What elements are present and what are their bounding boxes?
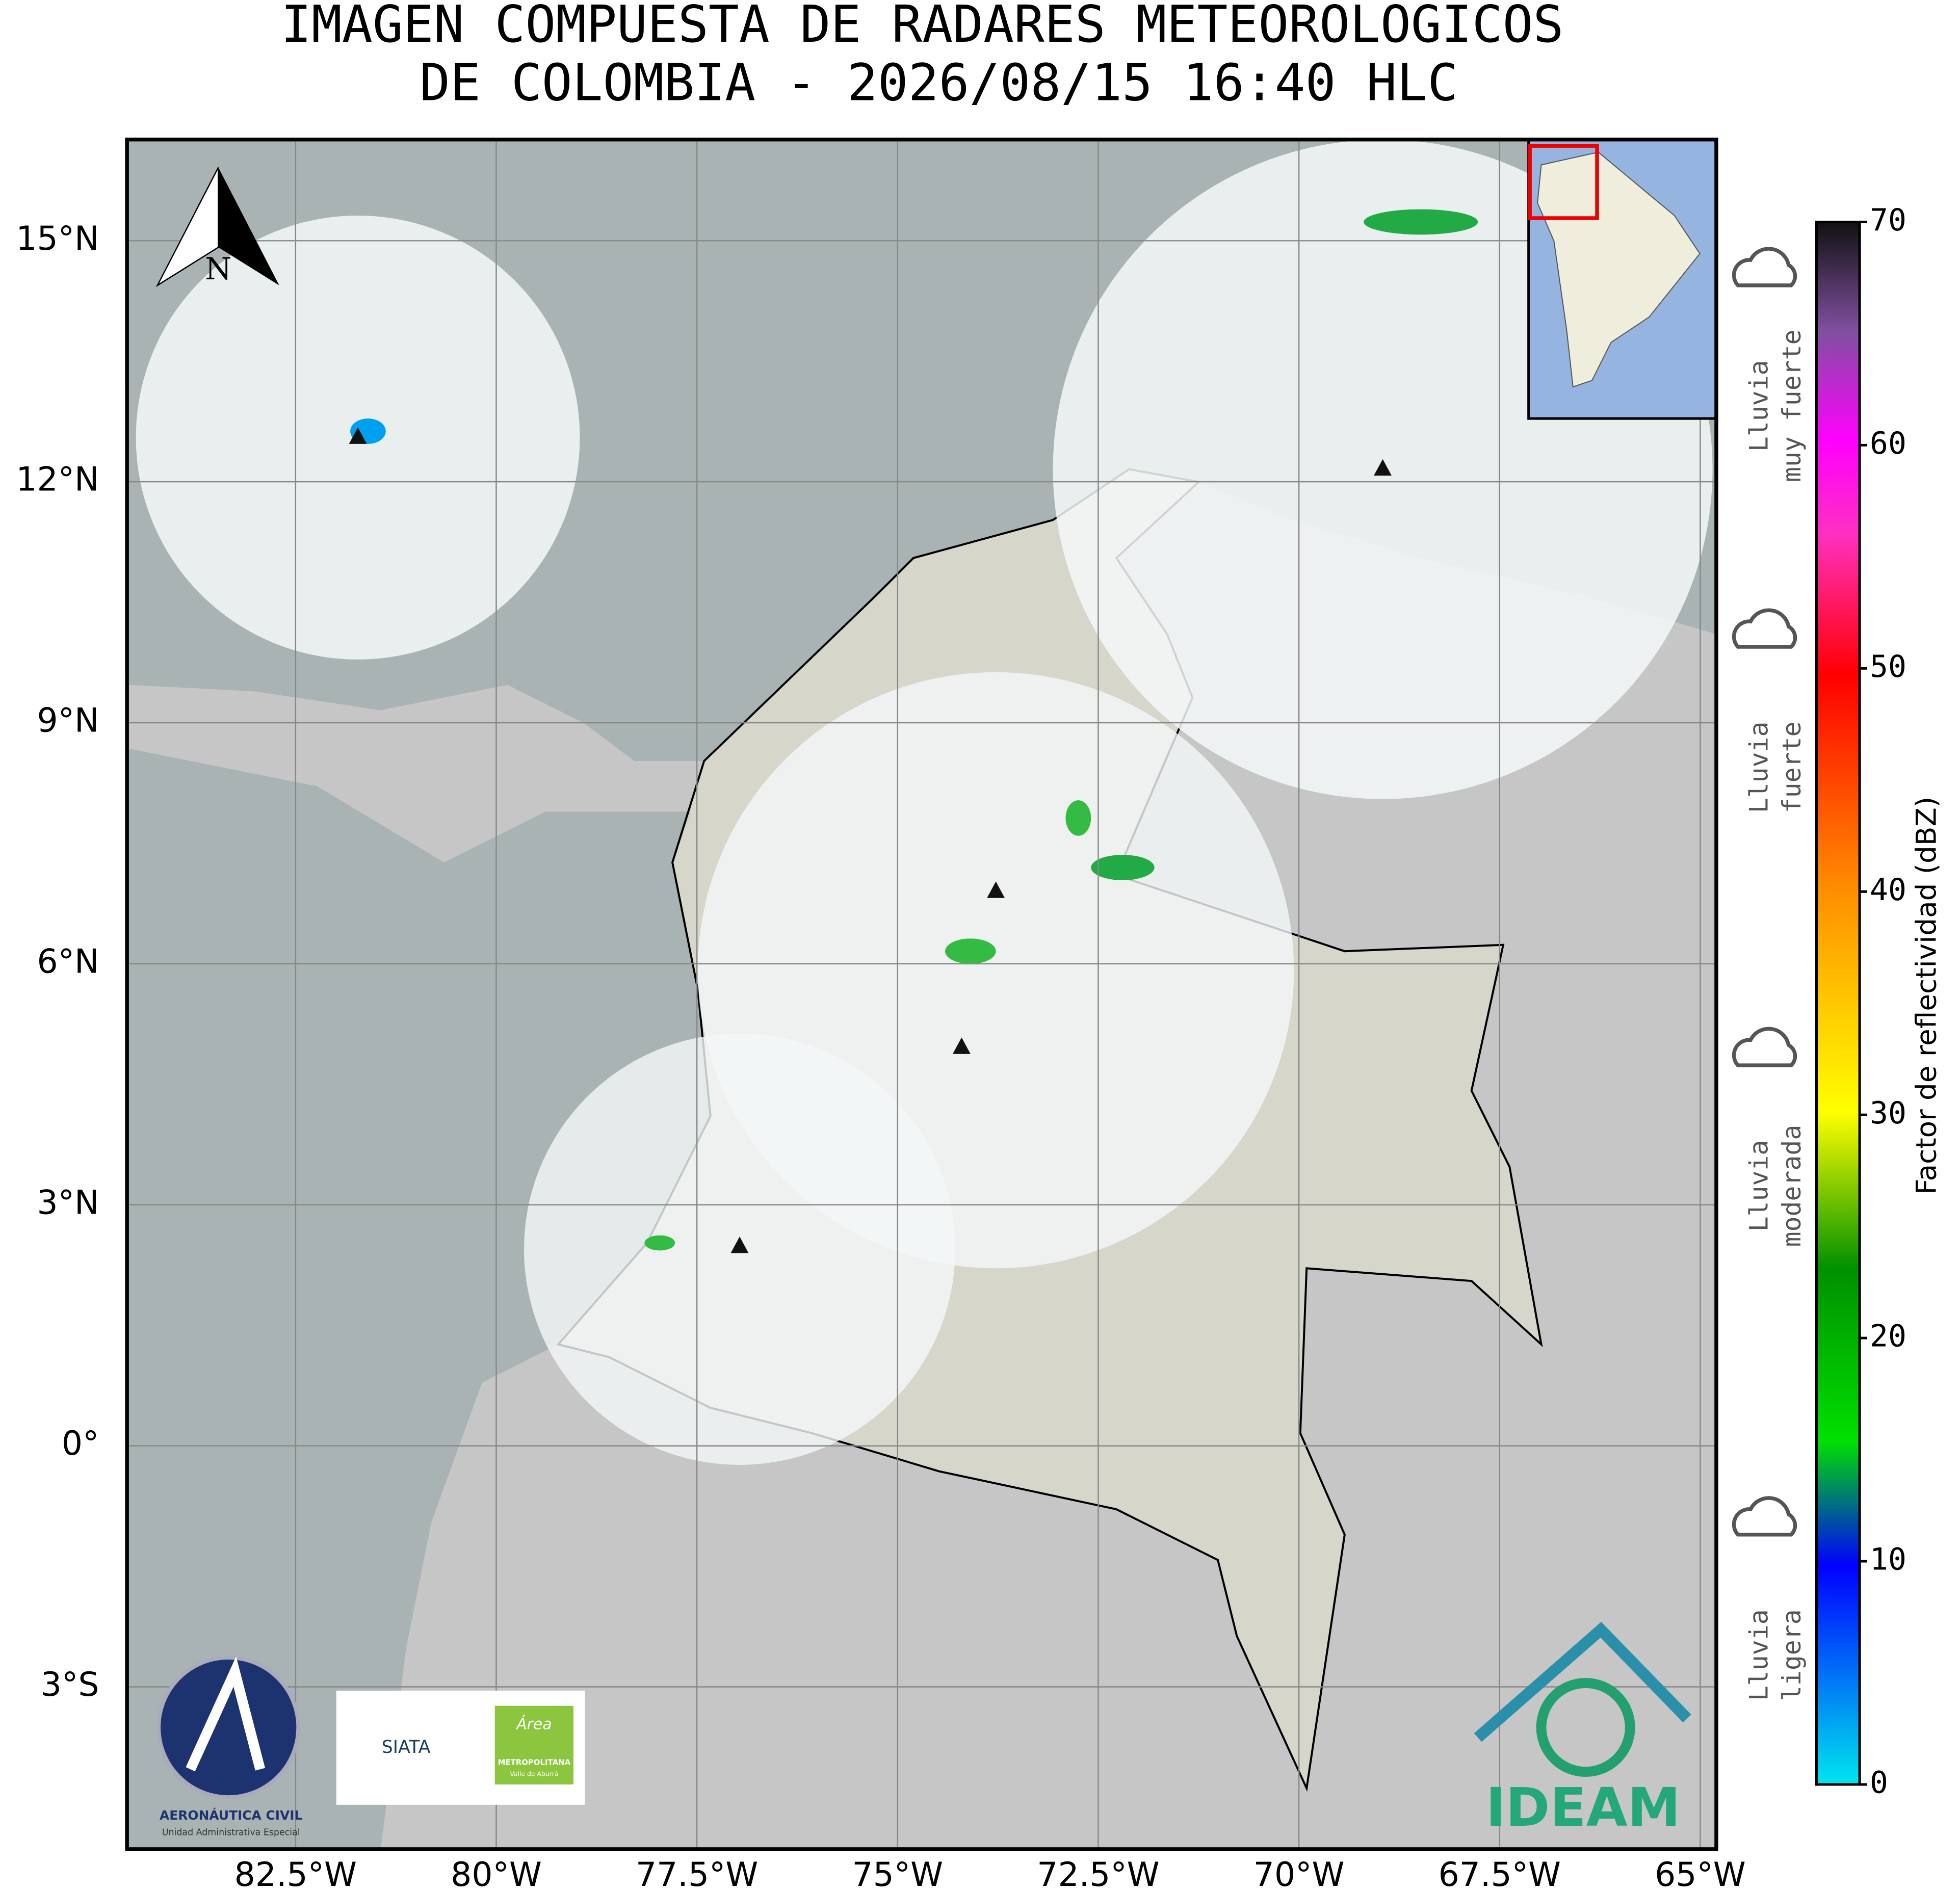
ideam-roof — [1474, 1621, 1691, 1742]
legend-label: Lluvia — [1744, 1140, 1774, 1232]
legend-label: muy fuerte — [1777, 329, 1807, 482]
ideam-swirl — [1536, 1677, 1635, 1777]
weather-icon — [1732, 1496, 1797, 1537]
x-tick-label: 70°W — [1253, 1856, 1345, 1891]
weather-icon — [1732, 1027, 1797, 1067]
logo-text: SIATA — [382, 1737, 431, 1757]
x-tick-label: 65°W — [1655, 1856, 1746, 1891]
logo-text: AERONÁUTICA CIVIL — [160, 1808, 302, 1823]
colorbar-tick-label: 40 — [1870, 873, 1906, 908]
echoes — [350, 209, 1478, 1251]
x-tick-label: 75°W — [852, 1856, 943, 1891]
weather-icon — [1732, 247, 1797, 287]
colorbar-tick-label: 20 — [1870, 1319, 1906, 1354]
title-line: DE COLOMBIA - 2026/08/15 16:40 HLC — [420, 54, 1458, 113]
x-tick-label: 80°W — [451, 1856, 542, 1891]
y-tick-label: 15°N — [16, 220, 99, 258]
colorbar-tick-label: 60 — [1870, 426, 1906, 461]
inset-continent — [1537, 151, 1701, 388]
north-label: N — [205, 252, 231, 287]
y-tick-label: 6°N — [37, 942, 99, 981]
north-arrow — [155, 167, 219, 287]
legend-label: Lluvia — [1744, 722, 1774, 813]
radar-sites — [349, 427, 1392, 1253]
y-tick-label: 0° — [62, 1425, 99, 1463]
legend-label: Lluvia — [1744, 360, 1774, 452]
logo-text: Área — [515, 1715, 552, 1734]
x-tick-label: 72.5°W — [1037, 1856, 1159, 1891]
x-tick-label: 77.5°W — [636, 1856, 758, 1891]
logo-text: Unidad Administrativa Especial — [162, 1828, 300, 1838]
logo-text: Valle de Aburrá — [510, 1770, 558, 1778]
y-tick-label: 12°N — [16, 461, 99, 499]
pacific-ocean — [127, 748, 711, 1849]
colorbar-tick-label: 50 — [1870, 649, 1906, 685]
weather-icon — [1732, 608, 1797, 649]
aeronautica-mark — [186, 1656, 266, 1772]
legend-label: Lluvia — [1744, 1609, 1774, 1701]
logo-text: IDEAM — [1486, 1776, 1681, 1839]
colorbar — [1815, 220, 1861, 1786]
colorbar-label: Factor de reflectividad (dBZ) — [1910, 797, 1943, 1195]
colorbar-tick-label: 10 — [1870, 1542, 1906, 1578]
legend-label: moderada — [1777, 1125, 1807, 1247]
y-tick-label: 3°S — [41, 1666, 99, 1704]
colorbar-tick-label: 0 — [1870, 1766, 1888, 1801]
colorbar-tick-label: 30 — [1870, 1096, 1906, 1131]
map-frame — [125, 137, 1718, 1851]
colorbar-tick-label: 70 — [1870, 203, 1906, 238]
area-logo — [494, 1705, 574, 1784]
x-tick-label: 82.5°W — [234, 1856, 357, 1891]
map: N AERONÁUTICA CIVIL Unidad Administrativ… — [127, 139, 1716, 1849]
y-tick-label: 9°N — [37, 702, 99, 740]
inset-extent — [1528, 144, 1599, 220]
legend-label: ligera — [1777, 1609, 1807, 1701]
title-line: IMAGEN COMPUESTA DE RADARES METEOROLOGIC… — [281, 0, 1563, 54]
x-tick-label: 67.5°W — [1439, 1856, 1561, 1891]
y-tick-label: 3°N — [37, 1184, 99, 1222]
logo-text: METROPOLITANA — [498, 1758, 571, 1767]
legend-label: fuerte — [1777, 722, 1807, 813]
